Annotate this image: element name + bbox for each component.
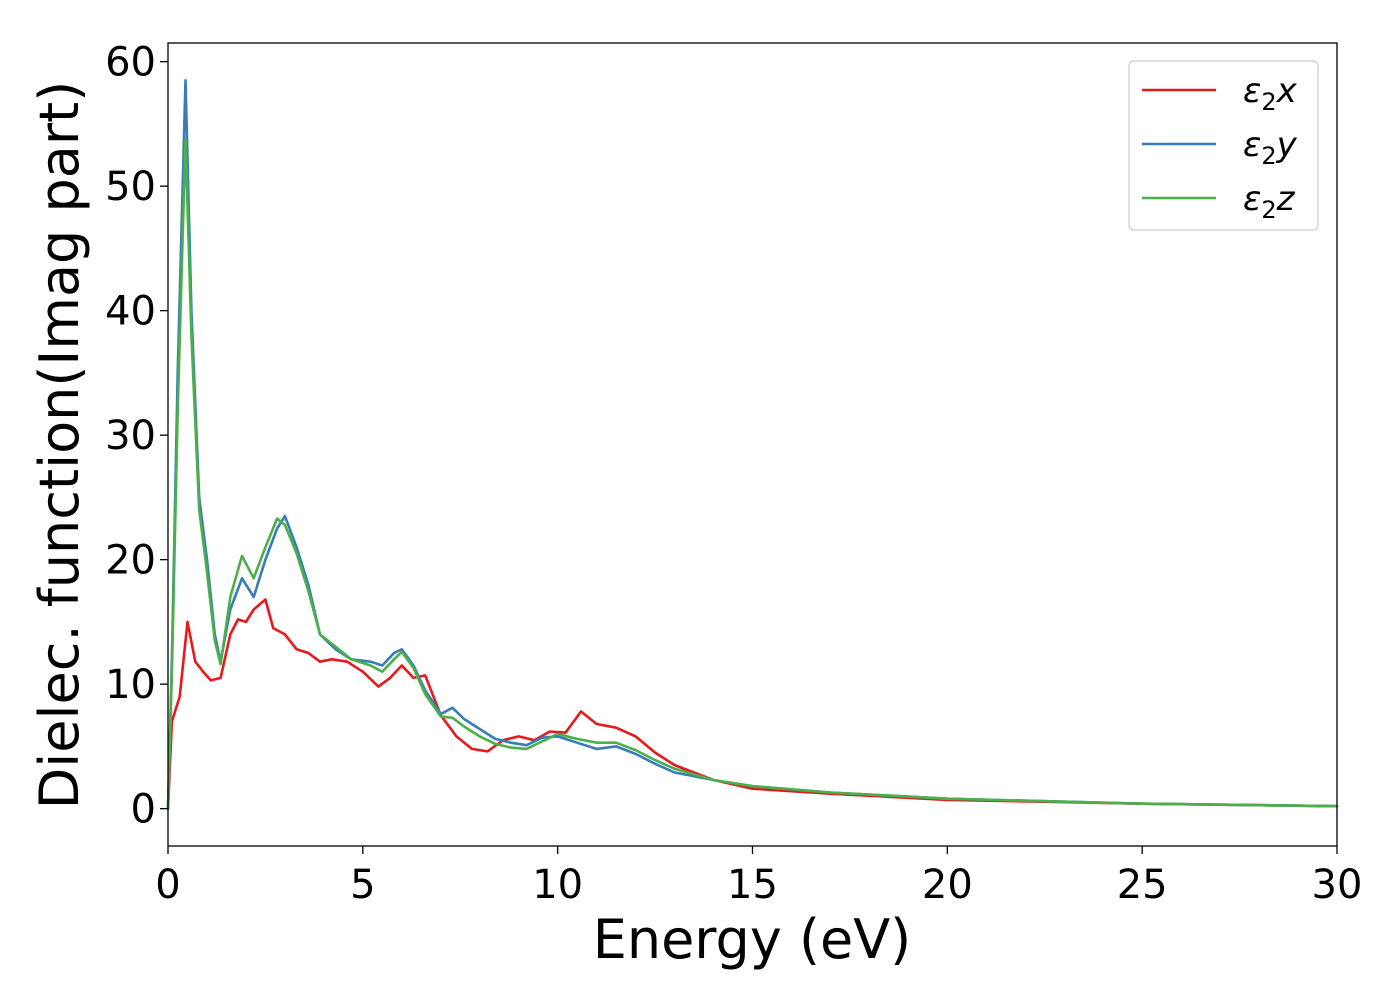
- y-axis-label: Dielec. function(Imag part): [28, 81, 91, 810]
- y-tick-label: 30: [105, 413, 156, 459]
- x-tick-label: 20: [922, 862, 973, 908]
- x-tick-label: 0: [155, 862, 180, 908]
- legend-label-2: ε2y: [1243, 125, 1298, 170]
- y-tick-label: 60: [105, 40, 156, 86]
- series-layer: [166, 79, 1339, 810]
- x-tick-label: 25: [1117, 862, 1168, 908]
- y-tick-label: 20: [105, 538, 156, 584]
- legend-box: [1128, 60, 1319, 231]
- x-tick-label: 10: [532, 862, 583, 908]
- x-tick-label: 15: [727, 862, 778, 908]
- y-axis-ticks: 0 10 20 30 40 50 60: [105, 40, 168, 833]
- series-line-1: [166, 598, 1339, 810]
- legend-label-3: ε2z: [1243, 179, 1296, 224]
- x-tick-label: 30: [1312, 862, 1363, 908]
- series-line-3: [166, 137, 1339, 810]
- x-tick-label: 5: [350, 862, 375, 908]
- legend: ε2x ε2y ε2z: [1128, 60, 1319, 231]
- x-axis-ticks: 0 5 10 15 20 25 30: [155, 846, 1362, 908]
- y-tick-label: 40: [105, 289, 156, 335]
- y-tick-label: 10: [105, 662, 156, 708]
- legend-label-1: ε2x: [1243, 71, 1298, 116]
- x-axis-label: Energy (eV): [593, 908, 912, 971]
- y-tick-label: 50: [105, 164, 156, 210]
- y-tick-label: 0: [131, 787, 156, 833]
